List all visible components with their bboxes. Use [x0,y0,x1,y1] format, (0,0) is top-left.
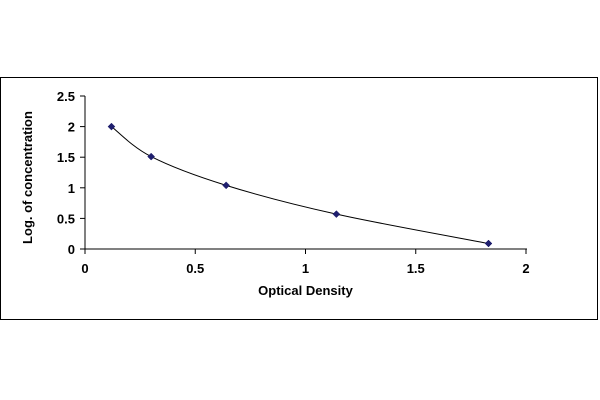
chart-frame [0,77,598,320]
x-axis-title: Optical Density [258,283,353,298]
data-point [484,239,493,248]
trend-line [111,126,489,244]
x-tick-label: 2 [522,261,529,276]
x-tick-label: 1 [302,261,309,276]
data-point [222,181,230,190]
y-tick-label: 2 [68,120,75,135]
x-ticks: 0 0.5 1 1.5 2 [81,249,530,276]
data-point [332,210,341,218]
axes: 0 0.5 1 1.5 2 0 0.5 1 1.5 2 2.5 [57,89,530,276]
y-tick-label: 1.5 [57,150,75,165]
y-ticks: 0 0.5 1 1.5 2 2.5 [57,89,85,257]
y-tick-label: 2.5 [57,89,75,104]
y-tick-label: 0.5 [57,211,75,226]
y-tick-label: 1 [68,181,75,196]
y-axis-title: Log. of concentration [20,111,35,244]
plot-layer [107,122,493,248]
data-point [147,152,156,161]
data-point [107,122,116,131]
y-tick-label: 0 [68,242,75,257]
x-tick-label: 0.5 [186,261,204,276]
x-tick-label: 0 [81,261,88,276]
x-tick-label: 1.5 [407,261,425,276]
